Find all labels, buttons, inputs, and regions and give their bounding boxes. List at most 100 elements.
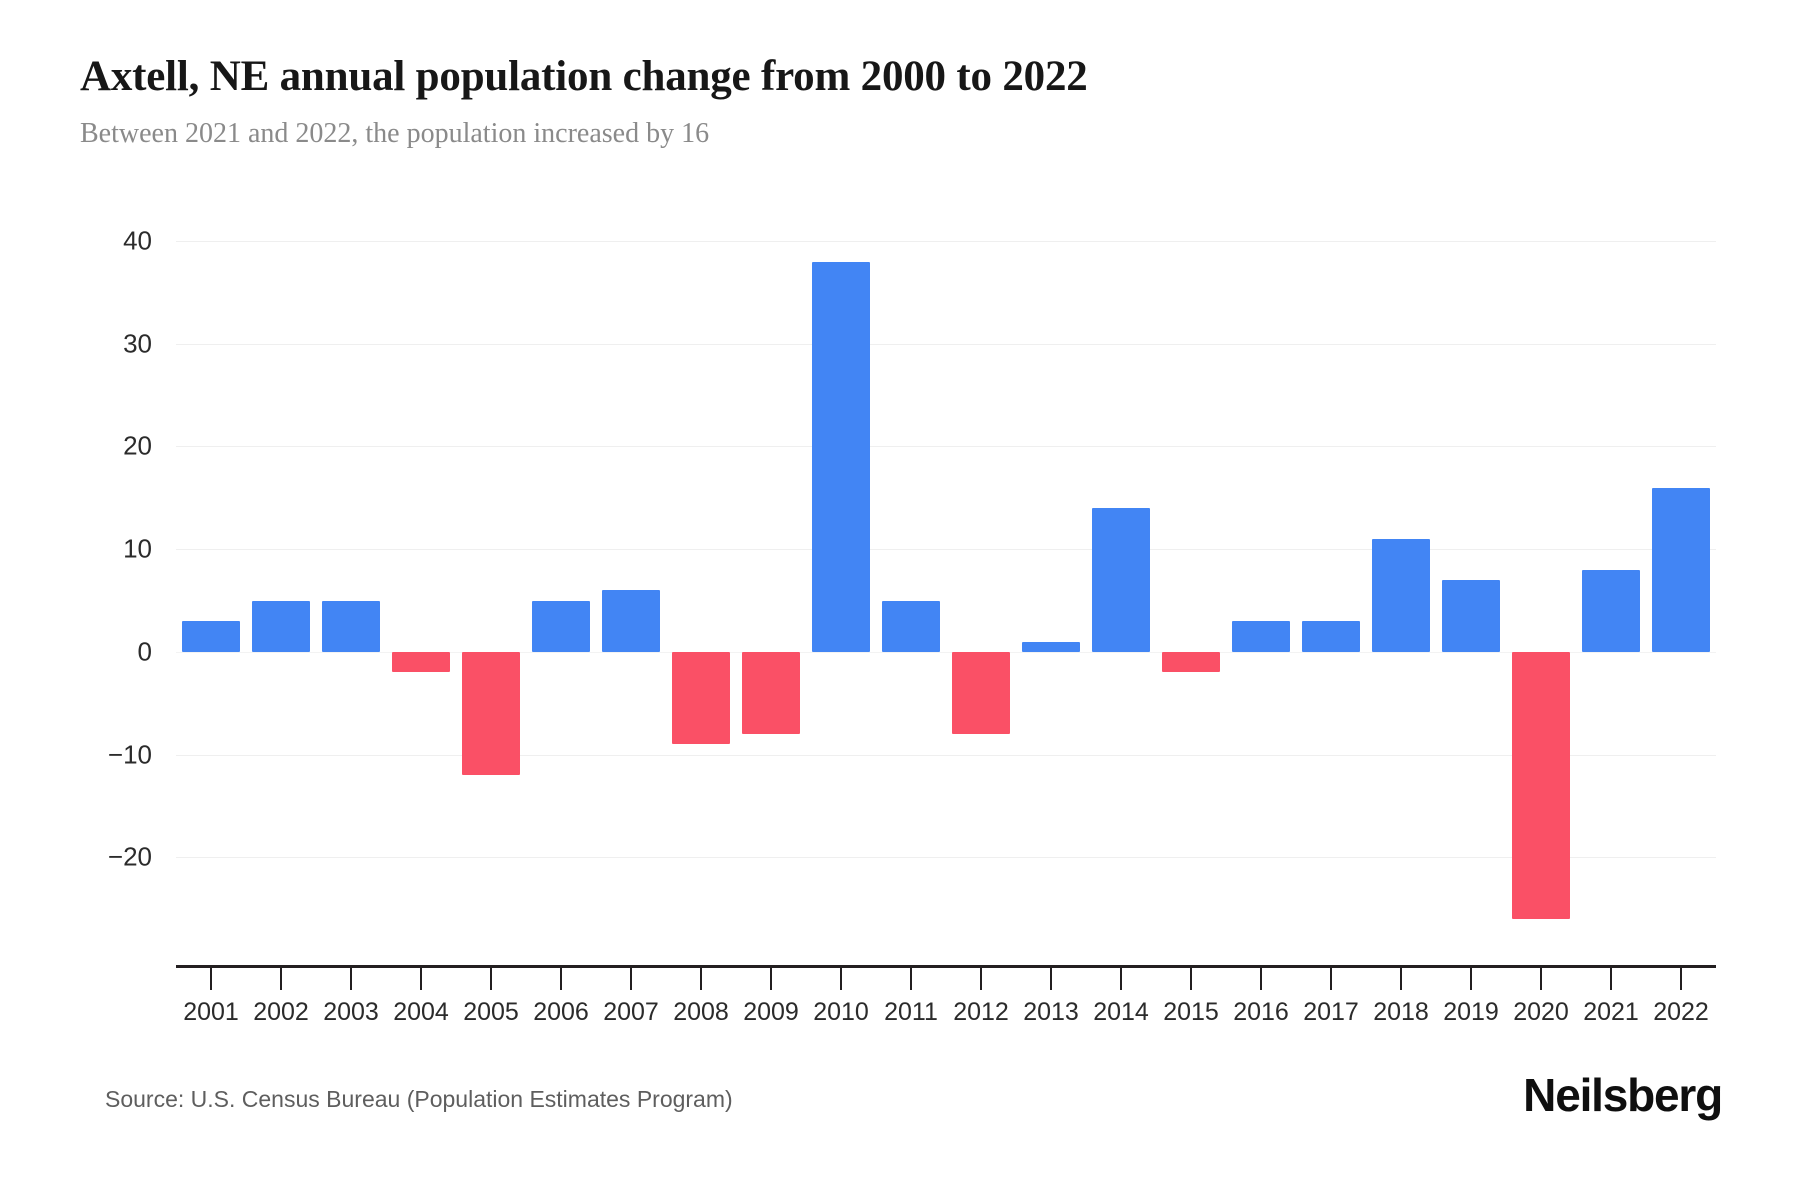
- bar-slot[interactable]: [1366, 200, 1436, 960]
- bar-slot[interactable]: [946, 200, 1016, 960]
- gridlines: [176, 200, 1716, 960]
- bar-slot[interactable]: [456, 200, 526, 960]
- bar-2011[interactable]: [881, 600, 941, 652]
- y-tick-label: 20: [123, 430, 152, 461]
- x-tick-slot: [526, 968, 596, 990]
- gridline: [176, 857, 1716, 859]
- bar-slot[interactable]: [1226, 200, 1296, 960]
- bar-2008[interactable]: [671, 651, 731, 745]
- bar-2022[interactable]: [1651, 487, 1711, 652]
- x-tick-label: 2004: [393, 998, 449, 1026]
- bar-2014[interactable]: [1091, 508, 1151, 652]
- bar-2012[interactable]: [951, 651, 1011, 735]
- bar-slot[interactable]: [736, 200, 806, 960]
- x-tick-mark: [1190, 968, 1192, 990]
- bar-2017[interactable]: [1301, 621, 1361, 652]
- x-tick-slot: [1086, 968, 1156, 990]
- bar-2018[interactable]: [1371, 538, 1431, 652]
- x-tick-mark: [210, 968, 212, 990]
- bar-2005[interactable]: [461, 651, 521, 776]
- x-tick-label: 2011: [884, 998, 938, 1026]
- x-tick-label: 2017: [1303, 998, 1359, 1026]
- bar-slot[interactable]: [386, 200, 456, 960]
- x-tick-mark: [1470, 968, 1472, 990]
- x-tick-slot: [596, 968, 666, 990]
- y-tick-label: 10: [123, 533, 152, 564]
- bar-slot[interactable]: [1436, 200, 1506, 960]
- bar-2010[interactable]: [811, 261, 871, 652]
- x-tick-label: 2002: [253, 998, 309, 1026]
- x-tick-slot: [946, 968, 1016, 990]
- bar-slot[interactable]: [1296, 200, 1366, 960]
- chart-header: Axtell, NE annual population change from…: [80, 52, 1720, 151]
- x-tick-slot: [1156, 968, 1226, 990]
- bar-2013[interactable]: [1021, 641, 1081, 652]
- bar-slot[interactable]: [246, 200, 316, 960]
- gridline: [176, 343, 1716, 345]
- bar-2019[interactable]: [1441, 580, 1501, 652]
- x-tick-label: 2020: [1513, 998, 1569, 1026]
- x-tick-slot: [1436, 968, 1506, 990]
- bar-slot[interactable]: [176, 200, 246, 960]
- x-tick-slot: [806, 968, 876, 990]
- bar-slot[interactable]: [876, 200, 946, 960]
- bar-2009[interactable]: [741, 651, 801, 735]
- chart-subtitle: Between 2021 and 2022, the population in…: [80, 118, 710, 150]
- x-tick-slot: [1016, 968, 1086, 990]
- x-tick-mark: [1400, 968, 1402, 990]
- bar-2007[interactable]: [601, 590, 661, 652]
- x-tick-mark: [1260, 968, 1262, 990]
- x-tick-label: 2010: [813, 998, 869, 1026]
- bar-2016[interactable]: [1231, 621, 1291, 652]
- bar-2004[interactable]: [391, 651, 451, 673]
- x-tick-slot: [246, 968, 316, 990]
- x-tick-label: 2016: [1233, 998, 1289, 1026]
- bar-slot[interactable]: [596, 200, 666, 960]
- y-tick-label: 0: [137, 636, 152, 667]
- bar-slot[interactable]: [1576, 200, 1646, 960]
- x-tick-mark: [1610, 968, 1612, 990]
- x-axis-ticks: [176, 968, 1716, 990]
- x-tick-mark: [770, 968, 772, 990]
- x-tick-label: 2003: [323, 998, 379, 1026]
- y-tick-label: −10: [107, 739, 152, 770]
- x-tick-label: 2015: [1163, 998, 1219, 1026]
- x-tick-label: 2018: [1373, 998, 1429, 1026]
- plot-area: 40 30 20 10 0 −10 −20: [0, 200, 1800, 960]
- bar-2002[interactable]: [251, 600, 311, 652]
- bar-2020[interactable]: [1511, 651, 1571, 919]
- x-tick-mark: [1330, 968, 1332, 990]
- x-tick-slot: [1366, 968, 1436, 990]
- x-tick-slot: [176, 968, 246, 990]
- x-tick-label: 2021: [1583, 998, 1639, 1026]
- bar-slot[interactable]: [1016, 200, 1086, 960]
- bar-slot[interactable]: [666, 200, 736, 960]
- gridline: [176, 754, 1716, 756]
- y-axis: 40 30 20 10 0 −10 −20: [0, 200, 160, 960]
- x-tick-label: 2012: [953, 998, 1009, 1026]
- bar-2021[interactable]: [1581, 569, 1641, 652]
- bar-2003[interactable]: [321, 600, 381, 652]
- x-tick-label: 2009: [743, 998, 799, 1026]
- bar-2006[interactable]: [531, 600, 591, 652]
- x-tick-mark: [560, 968, 562, 990]
- bar-2001[interactable]: [181, 621, 241, 652]
- bar-slot[interactable]: [1086, 200, 1156, 960]
- x-tick-slot: [666, 968, 736, 990]
- x-tick-slot: [736, 968, 806, 990]
- bar-slot[interactable]: [1156, 200, 1226, 960]
- x-axis-labels: 2001 2002 2003 2004 2005 2006 2007 2008 2009 2010…: [176, 998, 1716, 1027]
- bar-slot[interactable]: [1646, 200, 1716, 960]
- gridline: [176, 549, 1716, 551]
- bar-slot[interactable]: [526, 200, 596, 960]
- x-tick-label: 2007: [603, 998, 659, 1026]
- x-tick-label: 2022: [1653, 998, 1709, 1026]
- bar-slot[interactable]: [1506, 200, 1576, 960]
- bar-slot[interactable]: [806, 200, 876, 960]
- x-tick-mark: [490, 968, 492, 990]
- x-tick-mark: [700, 968, 702, 990]
- bar-slot[interactable]: [316, 200, 386, 960]
- bar-2015[interactable]: [1161, 651, 1221, 673]
- x-tick-mark: [1120, 968, 1122, 990]
- gridline: [176, 446, 1716, 448]
